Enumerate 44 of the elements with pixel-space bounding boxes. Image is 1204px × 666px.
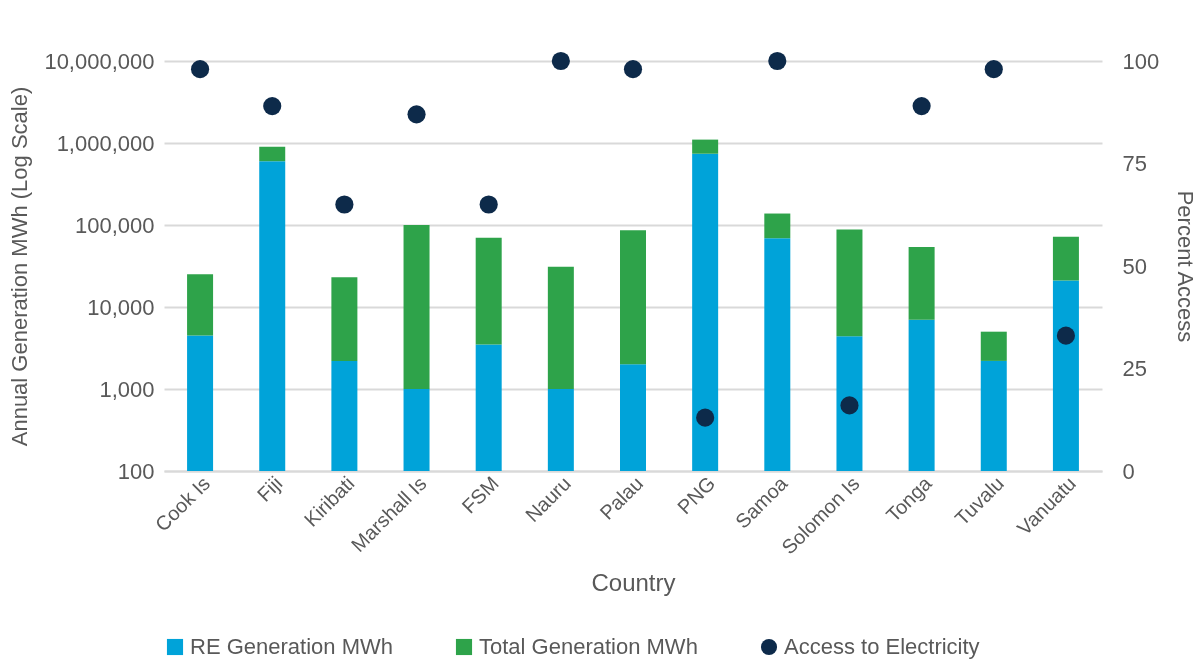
x-axis-title: Country — [591, 569, 676, 597]
bar — [475, 344, 502, 471]
bar — [692, 153, 719, 471]
bar — [836, 336, 863, 471]
bar — [764, 213, 791, 239]
bar — [403, 389, 430, 471]
bar — [187, 335, 214, 471]
bar — [620, 364, 646, 471]
y2-tick-label: 25 — [1122, 356, 1147, 381]
y-tick-label: 1,000 — [99, 376, 155, 402]
bar — [980, 331, 1007, 361]
bar — [259, 161, 286, 471]
y-tick-label: 100,000 — [74, 212, 155, 238]
x-tick-label: Fiji — [252, 472, 287, 506]
y2-tick-label: 0 — [1122, 458, 1135, 484]
bar — [259, 146, 286, 162]
y-tick-label: 10,000,000 — [44, 48, 155, 74]
bar — [547, 266, 574, 389]
legend-label: Total Generation MWh — [479, 634, 698, 659]
bar — [331, 277, 358, 361]
bar — [1052, 236, 1079, 281]
bar — [764, 238, 791, 471]
y-tick-label: 100 — [117, 458, 155, 484]
bar — [475, 237, 502, 345]
bar — [1052, 280, 1079, 471]
legend-label: Access to Electricity — [784, 634, 980, 659]
legend-label: RE Generation MWh — [190, 634, 393, 659]
bar — [908, 246, 935, 320]
y2-tick-label: 75 — [1122, 151, 1147, 176]
bar — [836, 229, 863, 337]
bar — [692, 139, 719, 154]
bar — [908, 319, 935, 471]
y-tick-label: 10,000 — [87, 294, 155, 320]
y2-tick-label: 50 — [1122, 253, 1147, 279]
y2-tick-label: 100 — [1122, 48, 1160, 74]
y-tick-label: 1,000,000 — [56, 130, 155, 156]
bar — [403, 225, 430, 389]
bar — [980, 360, 1007, 471]
y2-axis-title: Percent Access — [1173, 190, 1199, 343]
bar — [187, 274, 214, 336]
bar — [547, 389, 574, 471]
bar — [620, 230, 646, 365]
bar — [331, 360, 358, 471]
y-axis-title: Annual Generation MWh (Log Scale) — [7, 86, 33, 447]
